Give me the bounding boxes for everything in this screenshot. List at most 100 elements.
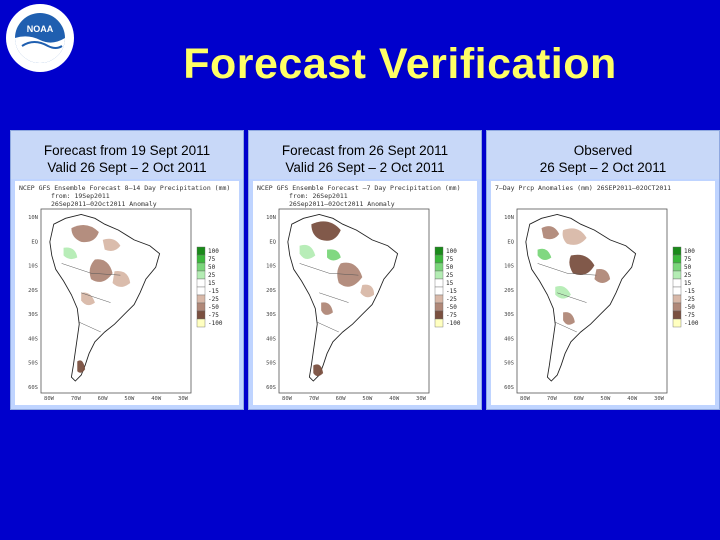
lat-tick-label: EQ	[31, 239, 38, 245]
lat-tick-label: 30S	[266, 312, 276, 318]
legend-label: 15	[208, 280, 216, 287]
anomaly-region	[313, 364, 324, 377]
legend-label: -100	[684, 320, 699, 327]
legend-swatch	[672, 318, 682, 328]
legend-label: 15	[684, 280, 692, 287]
anomaly-region	[63, 247, 78, 260]
lat-tick-label: 30S	[504, 312, 514, 318]
lat-tick-label: 50S	[504, 361, 514, 367]
lon-tick-label: 80W	[520, 396, 531, 402]
anomaly-region	[299, 244, 316, 260]
lat-tick-label: 20S	[504, 288, 514, 294]
legend-label: 50	[446, 264, 454, 271]
lat-tick-label: 60S	[28, 385, 38, 391]
legend-swatch	[196, 262, 206, 272]
map-header-text: from: 26Sep2011	[289, 192, 348, 200]
legend-swatch	[196, 294, 206, 304]
legend-label: -100	[446, 320, 461, 327]
legend-swatch	[434, 302, 444, 312]
legend-swatch	[672, 278, 682, 288]
legend-swatch	[434, 310, 444, 320]
legend-label: 100	[446, 248, 457, 255]
lat-tick-label: EQ	[269, 239, 276, 245]
lon-tick-label: 70W	[309, 396, 320, 402]
south-america-map	[287, 213, 399, 382]
legend-swatch	[434, 262, 444, 272]
lat-tick-label: 20S	[28, 288, 38, 294]
page-title: Forecast Verification	[183, 40, 617, 88]
lon-tick-label: 70W	[71, 396, 82, 402]
lon-tick-label: 50W	[600, 396, 611, 402]
lat-tick-label: EQ	[507, 239, 514, 245]
lat-tick-label: 10N	[28, 215, 38, 221]
noaa-logo: NOAA	[4, 2, 76, 74]
lon-tick-label: 30W	[416, 396, 427, 402]
anomaly-region	[562, 228, 587, 245]
legend-swatch	[196, 270, 206, 280]
lat-tick-label: 20S	[266, 288, 276, 294]
legend-label: 75	[208, 256, 216, 263]
caption-line-2: Valid 26 Sept – 2 Oct 2011	[47, 160, 207, 175]
legend-label: -15	[208, 288, 219, 295]
anomaly-region	[81, 292, 95, 306]
panel-caption: Forecast from 26 Sept 2011 Valid 26 Sept…	[249, 131, 481, 179]
anomaly-region	[321, 302, 333, 315]
legend-swatch	[434, 294, 444, 304]
lat-tick-label: 50S	[266, 361, 276, 367]
south-america-map	[49, 213, 161, 382]
anomaly-region	[537, 248, 552, 261]
legend-swatch	[196, 286, 206, 296]
map-header-text: 7–Day Prcp Anomalies (mm) 26SEP2011–02OC…	[495, 184, 671, 192]
anomaly-region	[594, 269, 611, 283]
caption-line-2: Valid 26 Sept – 2 Oct 2011	[285, 160, 445, 175]
legend-swatch	[672, 270, 682, 280]
precip-anomaly-map: 7–Day Prcp Anomalies (mm) 26SEP2011–02OC…	[491, 181, 715, 405]
anomaly-region	[569, 254, 595, 275]
legend-swatch	[434, 246, 444, 256]
legend-swatch	[434, 278, 444, 288]
coastline	[287, 213, 399, 382]
legend-swatch	[196, 310, 206, 320]
legend-swatch	[672, 302, 682, 312]
legend-label: -25	[684, 296, 695, 303]
map-header-text: 26Sep2011–02Oct2011 Anomaly	[289, 200, 395, 208]
panel-forecast-19sep: Forecast from 19 Sept 2011 Valid 26 Sept…	[10, 130, 244, 410]
lon-tick-label: 60W	[336, 396, 347, 402]
map-header-text: NCEP GFS Ensemble Forecast 8–14 Day Prec…	[19, 184, 230, 192]
lon-tick-label: 30W	[654, 396, 665, 402]
country-borders	[537, 263, 597, 333]
lat-tick-label: 60S	[504, 385, 514, 391]
lat-tick-label: 10N	[504, 215, 514, 221]
lat-tick-label: 40S	[28, 336, 38, 342]
legend-swatch	[672, 262, 682, 272]
anomaly-region	[102, 238, 121, 251]
lon-tick-label: 40W	[389, 396, 400, 402]
lat-tick-label: 10S	[28, 264, 38, 270]
legend-label: 100	[684, 248, 695, 255]
legend-swatch	[196, 246, 206, 256]
south-america-map	[525, 213, 637, 382]
legend-label: 100	[208, 248, 219, 255]
caption-line-2: 26 Sept – 2 Oct 2011	[539, 160, 667, 175]
anomaly-region	[327, 249, 341, 261]
legend-label: 25	[684, 272, 692, 279]
legend-swatch	[196, 318, 206, 328]
legend-swatch	[196, 302, 206, 312]
legend-label: -25	[208, 296, 219, 303]
legend-swatch	[672, 294, 682, 304]
legend-label: 75	[446, 256, 454, 263]
legend-swatch	[434, 254, 444, 264]
anomaly-region	[77, 360, 86, 373]
lat-tick-label: 40S	[266, 336, 276, 342]
legend-label: 15	[446, 280, 454, 287]
country-borders	[299, 263, 359, 333]
lon-tick-label: 70W	[547, 396, 558, 402]
legend-swatch	[196, 254, 206, 264]
panel-forecast-26sep: Forecast from 26 Sept 2011 Valid 26 Sept…	[248, 130, 482, 410]
legend-swatch	[434, 318, 444, 328]
legend-label: 50	[684, 264, 692, 271]
legend-label: 25	[208, 272, 216, 279]
coastline	[525, 213, 637, 382]
logo-text: NOAA	[27, 24, 54, 34]
legend-label: 75	[684, 256, 692, 263]
